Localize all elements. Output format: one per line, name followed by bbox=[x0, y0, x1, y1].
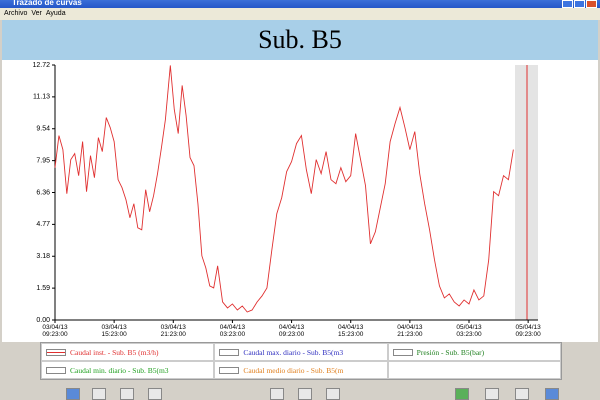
x-tick-label: 04/04/13 21:23:00 bbox=[397, 324, 423, 338]
series-line bbox=[54, 65, 514, 313]
next-button[interactable] bbox=[545, 388, 559, 400]
zoom-button[interactable] bbox=[270, 388, 284, 400]
x-tick-label: 05/04/13 09:23:00 bbox=[515, 324, 541, 338]
legend-swatch bbox=[219, 366, 240, 374]
legend-swatch bbox=[219, 348, 240, 356]
y-tick-label: 12.72 bbox=[32, 62, 50, 69]
y-tick-label: 7.95 bbox=[36, 157, 50, 164]
legend-label: Caudal min. diario - Sub. B5(m3 bbox=[70, 365, 169, 375]
zoom-button[interactable] bbox=[326, 388, 340, 400]
prev-button[interactable] bbox=[66, 388, 80, 400]
tool-button[interactable] bbox=[120, 388, 134, 400]
legend-empty-cell bbox=[387, 361, 561, 379]
tool-button[interactable] bbox=[92, 388, 106, 400]
menu-bar: Archivo Ver Ayuda bbox=[0, 8, 600, 20]
x-tick-label: 04/04/13 03:23:00 bbox=[219, 324, 246, 338]
chart-background bbox=[2, 60, 598, 342]
y-tick-label: 0.00 bbox=[36, 317, 50, 324]
legend-swatch bbox=[392, 348, 413, 356]
x-tick-label: 03/04/13 21:23:00 bbox=[160, 324, 186, 338]
menu-item[interactable]: Ayuda bbox=[45, 10, 66, 17]
close-button[interactable] bbox=[586, 0, 597, 8]
legend: Caudal inst. - Sub. B5 (m3/h) Caudal max.… bbox=[40, 342, 562, 380]
save-button[interactable] bbox=[298, 388, 312, 400]
tool-button[interactable] bbox=[485, 388, 499, 400]
legend-swatch bbox=[46, 348, 66, 356]
x-tick-label: 05/04/13 03:23:00 bbox=[456, 324, 482, 338]
y-tick-label: 11.13 bbox=[33, 94, 50, 101]
toolbar bbox=[0, 386, 600, 400]
menu-item[interactable]: Archivo bbox=[4, 10, 28, 17]
legend-entry[interactable]: Presión - Sub. B5(bar) bbox=[387, 343, 561, 361]
maximize-button[interactable] bbox=[574, 0, 585, 8]
tool-button[interactable] bbox=[455, 388, 469, 400]
x-tick-label: 03/04/13 15:23:00 bbox=[101, 324, 127, 338]
legend-entry[interactable]: Caudal max. diario - Sub. B5(m3 bbox=[214, 343, 388, 361]
tool-button[interactable] bbox=[515, 388, 529, 400]
y-tick-label: 4.77 bbox=[36, 221, 50, 228]
legend-entry[interactable]: Caudal min. diario - Sub. B5(m3 bbox=[41, 361, 215, 379]
y-tick-label: 9.54 bbox=[36, 126, 50, 133]
menu-item[interactable]: Ver bbox=[31, 10, 42, 17]
window-title: Trazado de curvas bbox=[0, 0, 600, 8]
legend-swatch bbox=[46, 366, 66, 374]
legend-entry[interactable]: Caudal medio diario - Sub. B5(m bbox=[214, 361, 388, 379]
y-tick-label: 1.59 bbox=[36, 285, 50, 292]
x-tick-label: 03/04/13 09:23:00 bbox=[42, 324, 68, 338]
legend-label: Caudal medio diario - Sub. B5(m bbox=[243, 365, 344, 375]
legend-label: Presión - Sub. B5(bar) bbox=[416, 347, 485, 357]
x-tick-label: 04/04/13 15:23:00 bbox=[338, 324, 364, 338]
legend-label: Caudal max. diario - Sub. B5(m3 bbox=[243, 347, 344, 357]
minimize-button[interactable] bbox=[562, 0, 573, 8]
chart: 0.00 1.59 3.18 4.77 6.36 7.95 9.54 11.13 12.72 bbox=[2, 60, 598, 342]
chart-title: Sub. B5 bbox=[2, 20, 598, 60]
x-tick-label: 04/04/13 09:23:00 bbox=[278, 324, 305, 338]
legend-entry[interactable]: Caudal inst. - Sub. B5 (m3/h) bbox=[41, 343, 215, 361]
y-tick-label: 6.36 bbox=[36, 189, 50, 196]
legend-label: Caudal inst. - Sub. B5 (m3/h) bbox=[70, 347, 159, 357]
y-tick-label: 3.18 bbox=[36, 253, 50, 260]
tool-button[interactable] bbox=[148, 388, 162, 400]
